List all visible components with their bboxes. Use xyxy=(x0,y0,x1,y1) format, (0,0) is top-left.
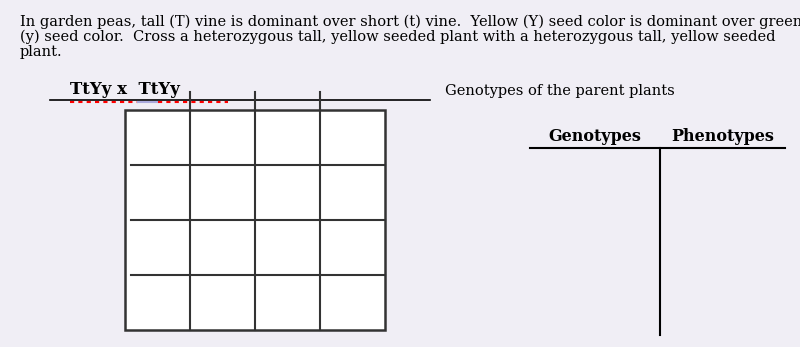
Text: plant.: plant. xyxy=(20,45,62,59)
Text: TtYy x  TtYy: TtYy x TtYy xyxy=(70,81,180,98)
Bar xyxy=(125,110,385,330)
Text: Genotypes: Genotypes xyxy=(549,128,642,145)
Text: (y) seed color.  Cross a heterozygous tall, yellow seeded plant with a heterozyg: (y) seed color. Cross a heterozygous tal… xyxy=(20,30,775,44)
Text: Genotypes of the parent plants: Genotypes of the parent plants xyxy=(445,84,674,98)
Text: Phenotypes: Phenotypes xyxy=(671,128,774,145)
Bar xyxy=(125,110,385,330)
Text: In garden peas, tall (T) vine is dominant over short (t) vine.  Yellow (Y) seed : In garden peas, tall (T) vine is dominan… xyxy=(20,15,800,29)
